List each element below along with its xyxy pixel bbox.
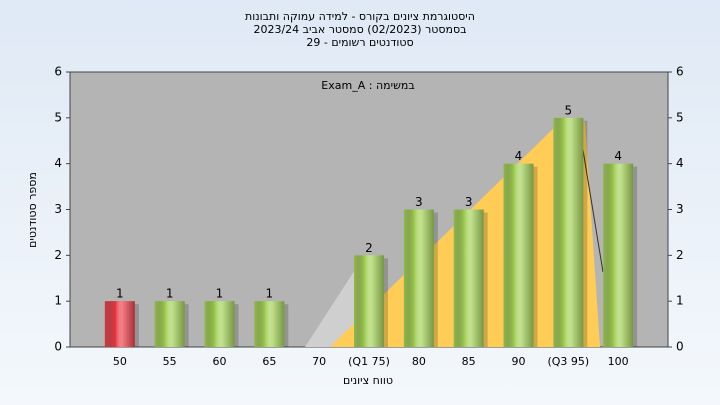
y2-tick-label: 3 [676,202,684,216]
y-tick-label: 4 [54,156,62,170]
bar-shine [503,163,534,347]
value-label: 4 [515,149,523,163]
y2-tick-label: 2 [676,248,684,262]
x-tick-label: 50 [113,355,127,368]
y-tick-label: 5 [54,110,62,124]
bar-shine [603,163,634,347]
chart-subtitle: סטודנטים רשומים - 29 [306,36,413,49]
x-tick-label: 80 [412,355,426,368]
y-tick-label: 0 [54,340,62,354]
value-label: 4 [614,149,622,163]
value-label: 5 [565,103,573,117]
y2-tick-label: 6 [676,65,684,79]
x-tick-label: 70 [312,355,326,368]
x-tick-label: (Q3 95) [547,355,589,368]
decor-line [582,149,604,273]
bar-shine [453,209,484,347]
y-axis-label: מספר סטודנטים [26,172,39,248]
chart-title: היסטוגרמת ציונים בקורס - למידה עמוקה ותב… [245,10,475,23]
bar-shine [154,301,185,347]
value-label: 1 [116,287,124,301]
annotation: במשימה : Exam_A [321,79,414,92]
value-label: 1 [266,287,274,301]
y-tick-label: 3 [54,202,62,216]
decor-area [305,262,360,347]
chart-subtitle: בסמסטר (02/2023) סמסטר אביב 2023/24 [253,23,466,36]
y-tick-label: 6 [54,65,62,79]
x-tick-label: 65 [262,355,276,368]
value-label: 2 [365,241,373,255]
x-tick-label: 55 [163,355,177,368]
x-tick-label: 90 [512,355,526,368]
y-tick-label: 2 [54,248,62,262]
bar-shine [403,209,434,347]
y2-tick-label: 1 [676,294,684,308]
y2-tick-label: 5 [676,110,684,124]
x-tick-label: (Q1 75) [348,355,390,368]
bar-shine [254,301,285,347]
value-label: 3 [465,195,473,209]
bar-shine [104,301,135,347]
value-label: 1 [166,287,174,301]
y2-tick-label: 0 [676,340,684,354]
y2-tick-label: 4 [676,156,684,170]
value-label: 3 [415,195,423,209]
y-tick-label: 1 [54,294,62,308]
x-tick-label: 60 [213,355,227,368]
x-tick-label: 100 [608,355,629,368]
bar-shine [204,301,235,347]
x-tick-label: 85 [462,355,476,368]
bar-shine [354,255,384,347]
x-axis-label: טווח ציונים [343,374,393,387]
value-label: 1 [216,287,224,301]
bar-shine [553,117,584,347]
